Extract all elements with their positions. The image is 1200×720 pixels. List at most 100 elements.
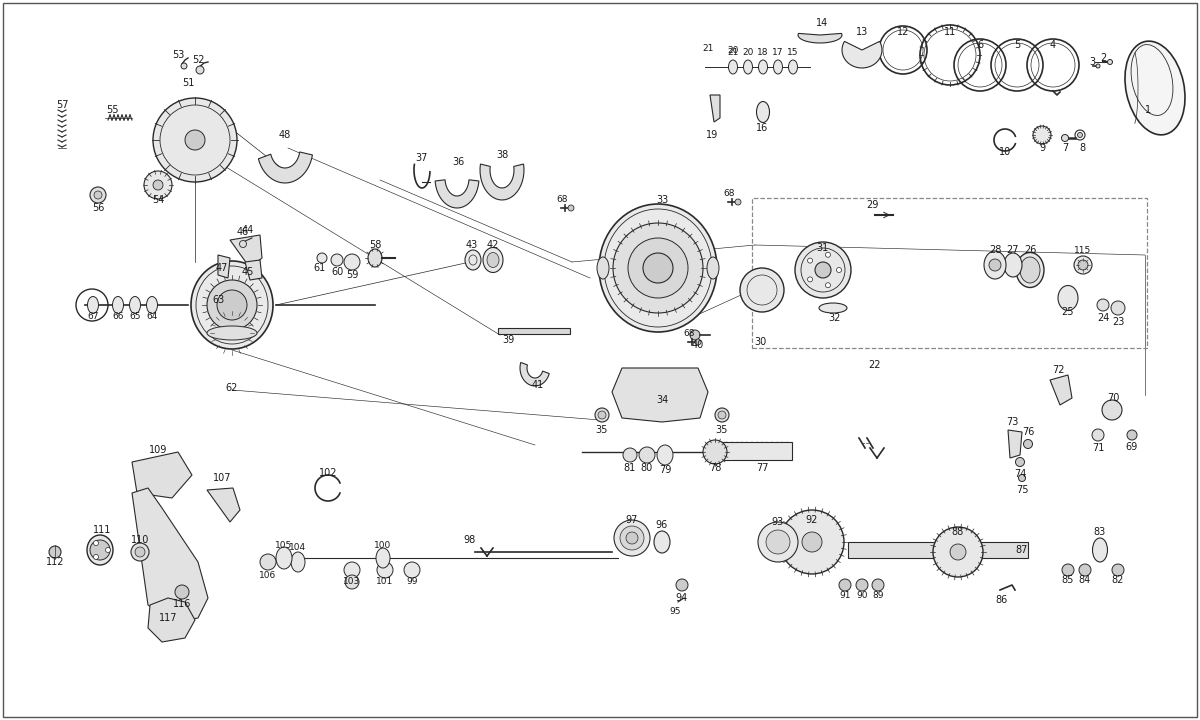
Text: 7: 7 (1062, 143, 1068, 153)
Circle shape (49, 546, 61, 558)
Text: 117: 117 (158, 613, 178, 623)
Text: 106: 106 (259, 570, 277, 580)
Circle shape (638, 447, 655, 463)
Circle shape (377, 562, 394, 578)
Polygon shape (258, 152, 312, 183)
Text: 39: 39 (502, 335, 514, 345)
Text: 99: 99 (407, 577, 418, 587)
Text: 33: 33 (656, 195, 668, 205)
Ellipse shape (744, 60, 752, 74)
Ellipse shape (707, 257, 719, 279)
Text: 80: 80 (641, 463, 653, 473)
Ellipse shape (146, 297, 157, 313)
Text: 51: 51 (182, 78, 194, 88)
Text: 48: 48 (278, 130, 292, 140)
Ellipse shape (1124, 41, 1186, 135)
Circle shape (94, 541, 98, 546)
Circle shape (1092, 429, 1104, 441)
Ellipse shape (88, 297, 98, 313)
Circle shape (344, 254, 360, 270)
Text: 110: 110 (131, 535, 149, 545)
Text: 25: 25 (1062, 307, 1074, 317)
Text: 64: 64 (146, 312, 157, 320)
Circle shape (856, 579, 868, 591)
Text: 9: 9 (1039, 143, 1045, 153)
Circle shape (90, 187, 106, 203)
Ellipse shape (658, 445, 673, 465)
Circle shape (794, 242, 851, 298)
Circle shape (598, 411, 606, 419)
Circle shape (136, 547, 145, 557)
Circle shape (950, 544, 966, 560)
Polygon shape (1008, 430, 1022, 458)
Polygon shape (132, 488, 208, 622)
Text: 38: 38 (496, 150, 508, 160)
Circle shape (715, 408, 730, 422)
Text: 47: 47 (216, 263, 228, 273)
Text: 57: 57 (55, 100, 68, 110)
Text: 52: 52 (192, 55, 204, 65)
Text: 69: 69 (1126, 442, 1138, 452)
Ellipse shape (1016, 253, 1044, 287)
Text: 23: 23 (1112, 317, 1124, 327)
Text: 2: 2 (1100, 53, 1106, 63)
Circle shape (240, 240, 246, 248)
Text: 72: 72 (1051, 365, 1064, 375)
Polygon shape (218, 255, 230, 278)
Text: 4: 4 (1050, 40, 1056, 50)
Circle shape (690, 330, 700, 340)
Circle shape (154, 180, 163, 190)
Circle shape (331, 254, 343, 266)
Text: 13: 13 (856, 27, 868, 37)
Text: 96: 96 (656, 520, 668, 530)
Ellipse shape (984, 251, 1006, 279)
Circle shape (185, 130, 205, 150)
Ellipse shape (487, 253, 499, 268)
Circle shape (836, 268, 841, 272)
Text: 15: 15 (787, 48, 799, 56)
Ellipse shape (113, 297, 124, 313)
Polygon shape (710, 95, 720, 122)
Circle shape (344, 562, 360, 578)
Ellipse shape (482, 248, 503, 272)
Text: 34: 34 (656, 395, 668, 405)
Text: 31: 31 (816, 243, 828, 253)
Text: 93: 93 (772, 517, 784, 527)
Text: 55: 55 (106, 105, 119, 115)
Text: 1: 1 (1145, 105, 1151, 115)
Text: 45: 45 (242, 267, 254, 277)
Circle shape (568, 205, 574, 211)
Ellipse shape (758, 60, 768, 74)
Ellipse shape (1058, 286, 1078, 310)
Ellipse shape (774, 60, 782, 74)
Polygon shape (520, 362, 550, 386)
Text: 73: 73 (1006, 417, 1018, 427)
Text: 36: 36 (452, 157, 464, 167)
Circle shape (614, 520, 650, 556)
Text: 10: 10 (998, 147, 1012, 157)
Circle shape (1097, 299, 1109, 311)
Ellipse shape (756, 102, 769, 122)
Circle shape (217, 290, 247, 320)
Text: 14: 14 (816, 18, 828, 28)
Text: 68: 68 (724, 189, 734, 197)
Text: 8: 8 (1079, 143, 1085, 153)
Ellipse shape (464, 250, 481, 270)
Text: 3: 3 (1088, 57, 1096, 67)
Polygon shape (245, 260, 262, 280)
Circle shape (131, 543, 149, 561)
Circle shape (766, 530, 790, 554)
Ellipse shape (208, 326, 257, 340)
Text: 104: 104 (289, 544, 306, 552)
Text: 70: 70 (1106, 393, 1120, 403)
Circle shape (839, 579, 851, 591)
Text: 68: 68 (683, 328, 695, 338)
Ellipse shape (1004, 253, 1022, 277)
Circle shape (623, 448, 637, 462)
Circle shape (346, 575, 359, 589)
Polygon shape (798, 33, 842, 43)
Circle shape (208, 280, 257, 330)
Text: 97: 97 (626, 515, 638, 525)
Ellipse shape (88, 535, 113, 565)
Circle shape (613, 223, 703, 313)
